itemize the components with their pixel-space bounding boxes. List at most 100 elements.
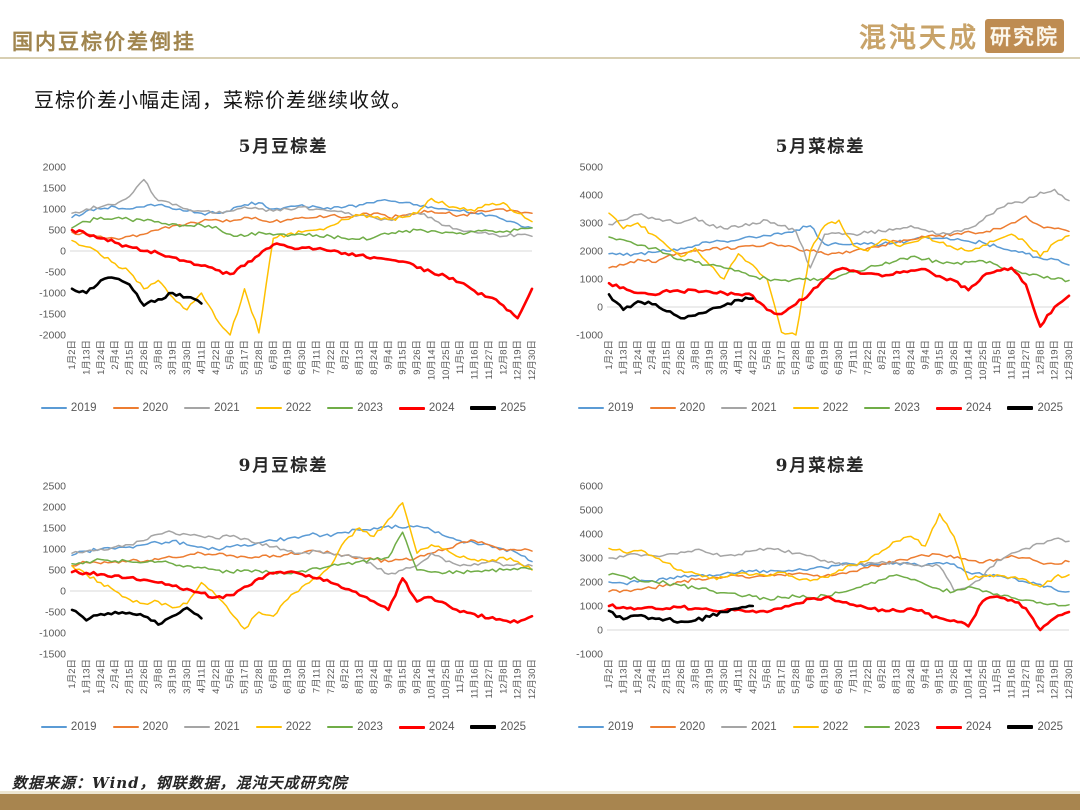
x-tick-label: 11月5日: [992, 659, 1003, 693]
series-line-2019: [71, 524, 533, 563]
x-tick-label: 2月4日: [647, 659, 658, 689]
x-tick-label: 8月2日: [877, 659, 888, 689]
x-tick-label: 6月8日: [805, 340, 816, 370]
x-tick-label: 2月26日: [139, 340, 150, 375]
x-tick-label: 8月24日: [369, 340, 380, 375]
x-tick-label: 8月13日: [355, 340, 366, 375]
x-tick-label: 2月15日: [662, 340, 673, 375]
x-tick-label: 6月30日: [834, 659, 845, 694]
x-tick-label: 5月6日: [225, 659, 236, 689]
x-tick-label: 10月14日: [426, 659, 437, 699]
legend-line-swatch: [935, 725, 962, 729]
chart-sep-soy-palm-spread: 9月豆棕差 2500 2000 1500 1000 500 0 -500 -1000 -1500…: [28, 445, 539, 756]
legend-line-swatch: [1007, 725, 1034, 729]
legend-year-label: 2022: [822, 721, 849, 733]
x-tick-label: 3月30日: [719, 659, 730, 694]
legend-line-swatch: [577, 726, 604, 728]
x-tick-label: 10月14日: [426, 340, 437, 380]
y-tick-label: 0: [60, 586, 66, 598]
y-tick-label: -2000: [39, 330, 66, 342]
x-tick-label: 1月2日: [67, 340, 78, 370]
x-tick-label: 2月4日: [647, 340, 658, 370]
x-tick-label: 2月26日: [139, 659, 150, 694]
x-tick-label: 8月2日: [340, 659, 351, 689]
legend-item-2021: 2021: [721, 402, 777, 414]
x-tick-label: 12月8日: [1035, 659, 1046, 694]
x-tick-label: 5月6日: [762, 340, 773, 370]
x-tick-label: 8月2日: [877, 340, 888, 370]
x-tick-label: 6月30日: [297, 340, 308, 375]
x-tick-label: 1月13日: [618, 340, 629, 375]
x-tick-label: 5月17日: [240, 340, 251, 375]
chart-title: 9月豆棕差: [238, 456, 329, 476]
x-tick-label: 6月19日: [820, 340, 831, 375]
x-tick-label: 5月28日: [254, 659, 265, 694]
x-tick-label: 9月26日: [949, 659, 960, 694]
series-line-2023: [71, 216, 533, 241]
legend-year-label: 2023: [894, 721, 920, 733]
legend-item-2020: 2020: [649, 721, 705, 733]
x-tick-label: 8月13日: [355, 659, 366, 694]
x-tick-label: 7月22日: [326, 659, 337, 694]
legend-line-swatch: [470, 406, 497, 410]
x-tick-label: 7月22日: [863, 659, 874, 694]
x-tick-label: 10月25日: [978, 659, 989, 699]
y-tick-label: 0: [597, 302, 603, 314]
y-tick-label: 0: [60, 246, 66, 258]
y-tick-label: -1000: [576, 330, 603, 342]
legend-year-label: 2024: [965, 721, 992, 733]
x-tick-label: 12月19日: [513, 659, 524, 699]
legend-item-2021: 2021: [184, 402, 240, 414]
legend-line-swatch: [649, 726, 676, 728]
x-tick-label: 11月16日: [1007, 659, 1018, 698]
legend-item-2020: 2020: [112, 721, 168, 733]
y-tick-label: 0: [597, 625, 603, 637]
x-tick-label: 9月15日: [398, 659, 409, 694]
y-tick-label: 4000: [580, 529, 604, 541]
x-tick-label: 1月13日: [618, 659, 629, 694]
series-line-2021: [71, 530, 533, 575]
legend-line-swatch: [864, 726, 891, 728]
series-line-2023: [71, 531, 533, 575]
legend-line-swatch: [1007, 406, 1034, 410]
legend-year-label: 2025: [500, 721, 527, 733]
legend-year-label: 2019: [70, 721, 97, 733]
legend-year-label: 2020: [142, 402, 169, 414]
x-tick-label: 5月28日: [254, 340, 265, 375]
legend-line-swatch: [255, 407, 282, 409]
x-tick-label: 4月22日: [211, 340, 222, 375]
legend-year-label: 2021: [751, 402, 777, 414]
y-tick-label: 500: [48, 225, 66, 237]
header-divider: [0, 57, 1080, 59]
y-tick-label: 6000: [580, 481, 604, 493]
legend-item-2025: 2025: [1007, 721, 1063, 733]
series-line-2020: [608, 553, 1070, 593]
x-tick-label: 5月28日: [791, 659, 802, 694]
legend-item-2019: 2019: [40, 721, 97, 733]
legend-year-label: 2025: [500, 402, 527, 414]
x-tick-label: 9月4日: [920, 659, 931, 689]
legend-year-label: 2023: [357, 721, 383, 733]
legend-line-swatch: [792, 726, 819, 728]
y-tick-label: 500: [48, 565, 66, 577]
x-tick-label: 5月28日: [791, 340, 802, 375]
legend-year-label: 2019: [607, 402, 634, 414]
legend-item-2025: 2025: [470, 402, 526, 414]
y-tick-label: 5000: [580, 162, 604, 174]
legend-year-label: 2022: [285, 721, 312, 733]
x-tick-label: 4月11日: [196, 659, 207, 693]
legend-line-swatch: [327, 407, 354, 409]
x-tick-label: 12月8日: [498, 659, 509, 694]
series-line-2025: [70, 606, 203, 626]
legend-line-swatch: [398, 406, 425, 410]
x-tick-label: 9月15日: [935, 659, 946, 694]
x-tick-label: 1月2日: [67, 659, 78, 689]
x-tick-label: 11月16日: [1007, 340, 1018, 379]
legend-year-label: 2024: [428, 402, 455, 414]
x-tick-label: 2月15日: [662, 659, 673, 694]
x-tick-label: 1月13日: [81, 340, 92, 375]
series-line-2021: [608, 537, 1070, 592]
legend-year-label: 2024: [965, 402, 992, 414]
